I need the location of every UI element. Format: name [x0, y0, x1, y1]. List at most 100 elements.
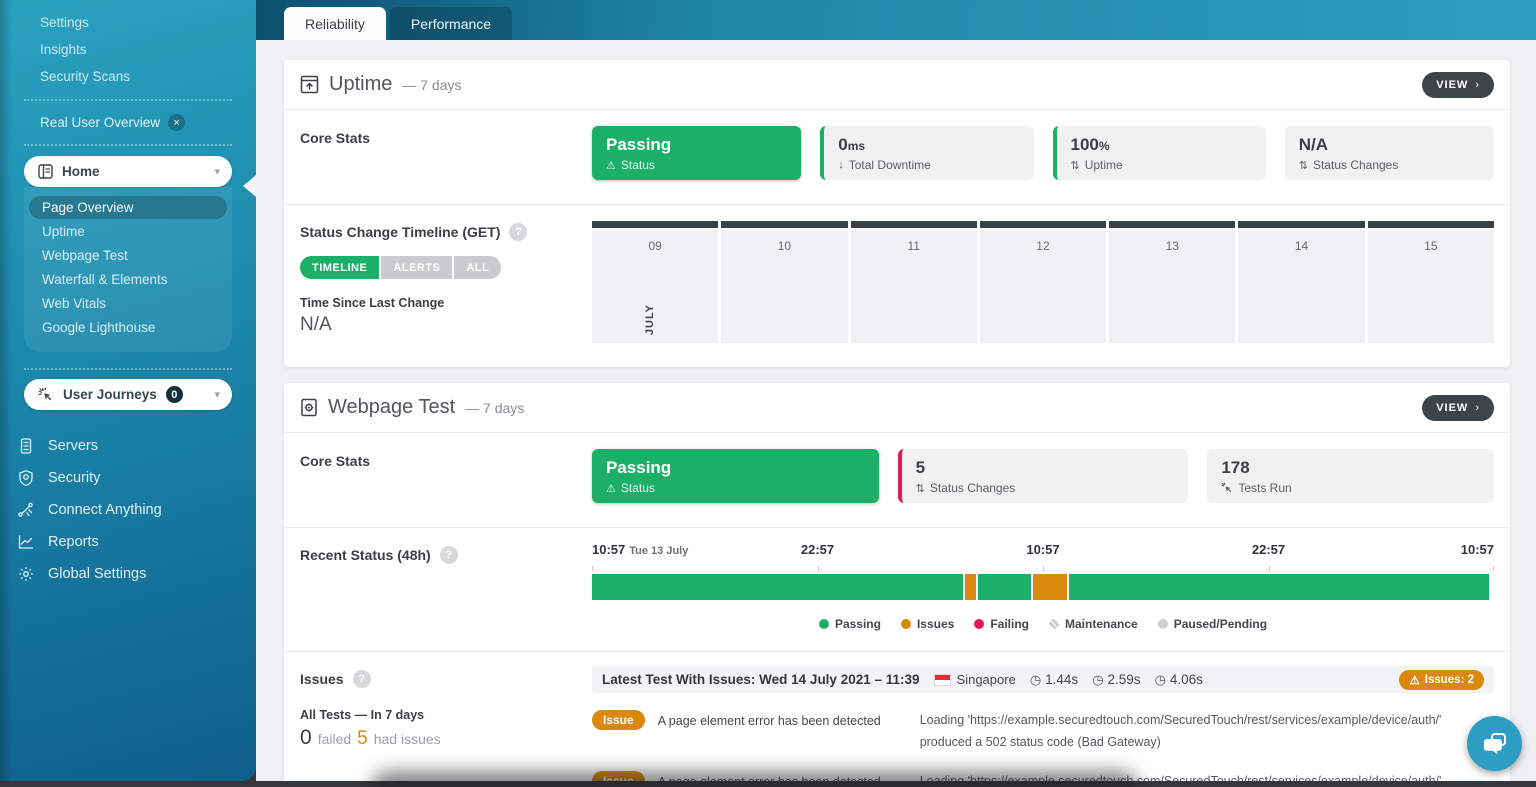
filter-alerts-button[interactable]: ALERTS	[381, 256, 453, 279]
sidebar-item-waterfall-elements[interactable]: Waterfall & Elements	[42, 272, 168, 287]
stat-value: 0	[838, 135, 848, 154]
calendar-day-column[interactable]: 15	[1367, 221, 1494, 343]
stat-card-status-changes: N/A ⇅ Status Changes	[1284, 126, 1494, 180]
issues-badge-label: Issues: 2	[1424, 673, 1474, 686]
sidebar-item-uptime[interactable]: Uptime	[42, 224, 85, 239]
sidebar-item-security[interactable]: Security	[0, 462, 256, 494]
toast-shadow	[370, 771, 1140, 787]
tab-reliability[interactable]: Reliability	[284, 7, 386, 40]
stat-unit: ms	[847, 139, 866, 153]
sort-arrows-icon: ⇅	[915, 482, 925, 495]
recent-status-bar[interactable]	[592, 574, 1494, 600]
legend-label: Passing	[834, 617, 881, 631]
all-tests-label: All Tests — In 7 days	[300, 708, 425, 722]
status-segment-passing	[592, 574, 963, 600]
had-issues-text: had issues	[373, 731, 441, 747]
help-icon[interactable]: ?	[509, 223, 528, 241]
uptime-core-stats-section: Core Stats Passing ⚠ Status 0ms ↓ Total Do…	[284, 110, 1510, 204]
timestamp: 22:57	[1251, 542, 1286, 557]
webpage-test-card-header: Webpage Test — 7 days VIEW ›	[284, 383, 1510, 433]
calendar-month-label: JULY	[644, 303, 656, 335]
divider	[24, 368, 232, 370]
filter-timeline-button[interactable]: TIMELINE	[300, 256, 380, 279]
click-icon	[38, 387, 54, 403]
chat-widget-button[interactable]	[1467, 716, 1522, 771]
calendar-day-column[interactable]: 10	[721, 221, 848, 343]
stat-card-status: Passing ⚠ Status	[592, 449, 879, 503]
sidebar-item-label: Security	[48, 470, 101, 486]
stat-value: Passing	[606, 458, 672, 477]
warning-icon: ⚠	[606, 159, 616, 172]
sidebar-item-servers[interactable]: Servers	[0, 430, 256, 462]
divider	[24, 99, 232, 101]
webpage-test-card-title: Webpage Test	[328, 396, 456, 418]
sidebar-item-security-scans[interactable]: Security Scans	[40, 69, 131, 84]
sidebar-item-webpage-test[interactable]: Webpage Test	[42, 248, 128, 263]
timestamp: 10:57	[592, 542, 626, 557]
sidebar-item-web-vitals[interactable]: Web Vitals	[42, 296, 107, 311]
content: Uptime — 7 days VIEW › Core Stats	[256, 40, 1536, 787]
uptime-view-button[interactable]: VIEW ›	[1422, 71, 1494, 98]
help-icon[interactable]: ?	[352, 670, 371, 688]
issue-detail: Loading 'https://example.securedtouch.co…	[919, 713, 1442, 749]
stat-value: 100	[1070, 135, 1099, 154]
home-dropdown[interactable]: Home ▾	[24, 156, 232, 187]
tab-performance[interactable]: Performance	[389, 7, 513, 40]
sidebar-item-insights[interactable]: Insights	[40, 42, 87, 57]
webpage-test-icon	[300, 398, 318, 417]
sidebar-item-page-overview[interactable]: Page Overview	[29, 196, 227, 219]
stat-card-status: Passing ⚠ Status	[592, 126, 802, 180]
sidebar-item-connect-anything[interactable]: Connect Anything	[0, 494, 256, 526]
uptime-card-title: Uptime	[329, 73, 393, 95]
clock-icon: ◷	[1092, 671, 1104, 687]
time-since-last-change-value: N/A	[300, 314, 332, 335]
uptime-card-header: Uptime — 7 days VIEW ›	[284, 60, 1510, 110]
stat-label: Total Downtime	[848, 158, 931, 172]
close-icon[interactable]: ×	[168, 114, 186, 131]
shield-icon	[19, 470, 33, 487]
stat-label: Status	[620, 158, 655, 172]
uptime-calendar: 09 JULY 10 11 12 13 14 15	[592, 221, 1494, 343]
clock-icon: ◷	[1154, 671, 1166, 687]
active-page-caret	[243, 175, 256, 197]
paused-dot-icon	[1157, 619, 1168, 629]
issues-label: Issues	[300, 671, 344, 687]
issues-dot-icon	[900, 619, 911, 629]
legend-label: Failing	[990, 617, 1029, 631]
calendar-day-column[interactable]: 14	[1238, 221, 1365, 343]
timestamp: 22:57	[800, 542, 835, 557]
user-journeys-dropdown[interactable]: User Journeys 0 ▾	[24, 379, 232, 410]
timeline-section-label: Status Change Timeline (GET)	[300, 224, 501, 240]
warning-icon: ⚠	[606, 482, 616, 495]
core-stats-label: Core Stats	[300, 453, 371, 469]
status-segment-passing	[1069, 574, 1490, 600]
stat-value: N/A	[1298, 135, 1329, 154]
filter-all-button[interactable]: ALL	[454, 256, 502, 279]
main-area: Reliability Performance Uptime — 7 days …	[256, 0, 1536, 787]
chevron-right-icon: ›	[1475, 401, 1480, 414]
issue-message: A page element error has been detected	[657, 714, 881, 728]
calendar-day-column[interactable]: 09 JULY	[592, 221, 719, 343]
calendar-day-number: 11	[907, 239, 920, 253]
passing-dot-icon	[818, 619, 829, 629]
calendar-day-column[interactable]: 13	[1109, 221, 1236, 343]
sidebar-item-settings[interactable]: Settings	[40, 15, 89, 30]
calendar-day-number: 15	[1424, 239, 1438, 253]
sidebar-item-real-user-overview[interactable]: Real User Overview ×	[0, 110, 256, 135]
sidebar-item-global-settings[interactable]: Global Settings	[0, 558, 256, 590]
sidebar-item-google-lighthouse[interactable]: Google Lighthouse	[42, 320, 156, 335]
issues-count-badge: ⚠ Issues: 2	[1399, 669, 1484, 690]
latest-test-header: Latest Test With Issues: Wed 14 July 202…	[592, 666, 1494, 693]
sidebar-item-label: Servers	[48, 438, 98, 454]
webpage-test-view-button[interactable]: VIEW ›	[1422, 394, 1494, 421]
time-since-last-change-label: Time Since Last Change	[300, 296, 445, 310]
calendar-day-column[interactable]: 12	[979, 221, 1107, 343]
top-tab-bar: Reliability Performance	[256, 0, 1536, 40]
calendar-day-column[interactable]: 11	[850, 221, 977, 343]
sidebar-item-reports[interactable]: Reports	[0, 526, 256, 558]
status-segment-passing	[977, 574, 1031, 600]
legend-label: Maintenance	[1065, 617, 1138, 631]
test-time: 4.06s	[1169, 672, 1203, 687]
stat-value: Passing	[606, 135, 672, 154]
help-icon[interactable]: ?	[439, 546, 458, 564]
